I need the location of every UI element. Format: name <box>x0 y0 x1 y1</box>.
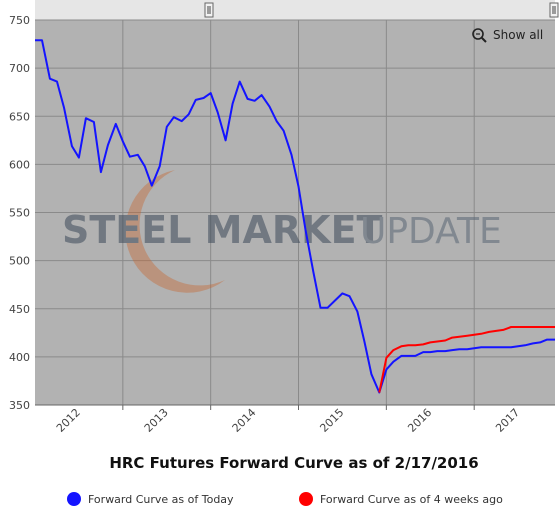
series-line <box>35 39 555 394</box>
watermark-text: UPDATE <box>360 211 502 252</box>
x-tick-label: 2016 <box>405 406 434 435</box>
x-tick-label: 2015 <box>317 406 346 435</box>
x-tick-label: 2017 <box>493 406 522 435</box>
y-tick-label: 750 <box>9 14 30 27</box>
legend-marker <box>299 492 313 506</box>
legend-marker <box>67 492 81 506</box>
legend-label: Forward Curve as of 4 weeks ago <box>320 493 503 506</box>
watermark-text: STEEL MARKET <box>62 208 383 252</box>
chart-title: HRC Futures Forward Curve as of 2/17/201… <box>109 454 478 472</box>
show-all-label[interactable]: Show all <box>493 28 543 42</box>
y-tick-label: 350 <box>9 399 30 412</box>
x-tick-label: 2014 <box>230 406 259 435</box>
legend-label: Forward Curve as of Today <box>88 493 234 506</box>
show-all-button[interactable]: Show all <box>472 28 543 43</box>
y-tick-label: 600 <box>9 158 30 171</box>
x-tick-label: 2012 <box>54 406 83 435</box>
navigator-handle[interactable] <box>549 2 559 18</box>
y-tick-label: 700 <box>9 62 30 75</box>
y-tick-label: 550 <box>9 207 30 220</box>
navigator <box>35 0 555 20</box>
navigator-handle[interactable] <box>204 2 214 18</box>
series-line <box>378 326 555 393</box>
y-tick-label: 500 <box>9 255 30 268</box>
y-tick-label: 400 <box>9 351 30 364</box>
x-tick-label: 2013 <box>142 406 171 435</box>
y-tick-label: 450 <box>9 303 30 316</box>
watermark: STEEL MARKET UPDATE <box>62 170 502 293</box>
watermark-logo <box>125 170 225 293</box>
y-tick-label: 650 <box>9 110 30 123</box>
